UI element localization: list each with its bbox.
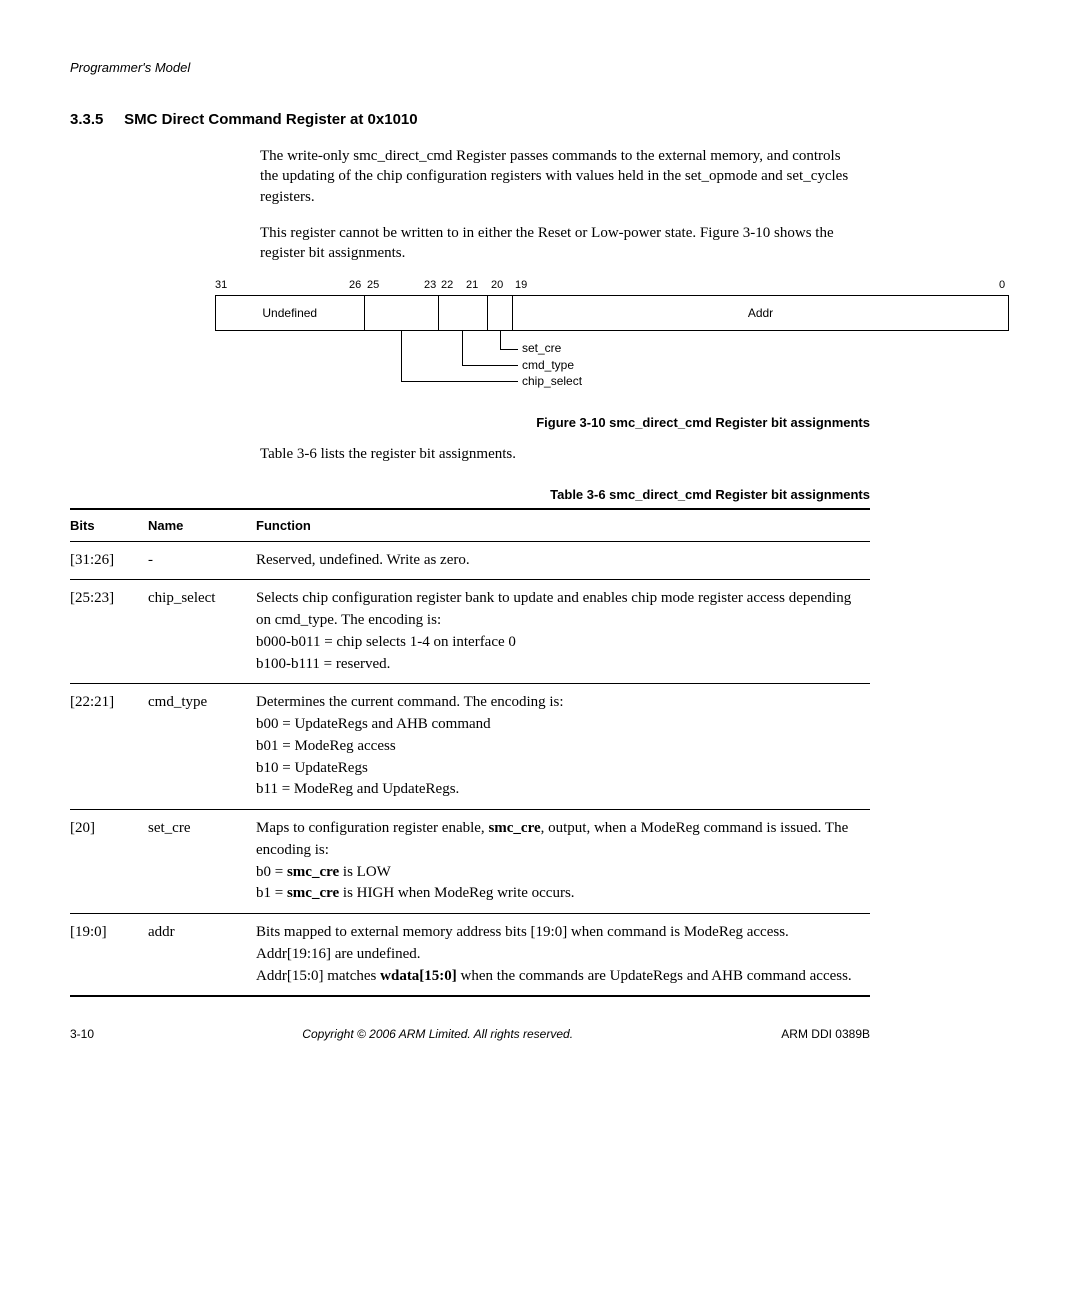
callout-set-cre: set_cre [522,341,561,355]
func-line: b00 = UpdateRegs and AHB command [256,716,491,732]
bitfield-cmd-type [439,296,489,330]
table-body: [31:26] - Reserved, undefined. Write as … [70,541,870,996]
func-line: b11 = ModeReg and UpdateRegs. [256,781,459,797]
func-line: Maps to configuration register enable, s… [256,820,848,858]
paragraph-1: The write-only smc_direct_cmd Register p… [260,146,860,207]
cell-function: Selects chip configuration register bank… [256,580,870,684]
cell-bits: [20] [70,810,148,914]
paragraph-3: Table 3-6 lists the register bit assignm… [260,444,860,464]
leader-line [500,331,501,349]
bit-label: 25 [367,279,379,291]
cell-bits: [19:0] [70,914,148,997]
section-number: 3.3.5 [70,111,120,128]
section-title: SMC Direct Command Register at 0x1010 [124,111,417,128]
bit-label: 22 [441,279,453,291]
leader-line [500,349,518,350]
table-row: [25:23] chip_select Selects chip configu… [70,580,870,684]
bit-label: 23 [424,279,436,291]
table-header-bits: Bits [70,509,148,542]
func-line: b000-b011 = chip selects 1-4 on interfac… [256,634,516,650]
table-caption: Table 3-6 smc_direct_cmd Register bit as… [70,487,870,502]
table-row: [22:21] cmd_type Determines the current … [70,684,870,810]
cell-name: - [148,541,256,580]
callout-chip-select: chip_select [522,374,582,388]
cell-function: Bits mapped to external memory address b… [256,914,870,997]
cell-name: set_cre [148,810,256,914]
running-header: Programmer's Model [70,60,870,75]
cell-function: Determines the current command. The enco… [256,684,870,810]
func-line: b100-b111 = reserved. [256,656,390,672]
cell-function: Maps to configuration register enable, s… [256,810,870,914]
cell-name: chip_select [148,580,256,684]
cell-bits: [25:23] [70,580,148,684]
func-line: Selects chip configuration register bank… [256,590,851,628]
cell-function: Reserved, undefined. Write as zero. [256,541,870,580]
bitfield-callouts: set_cre cmd_type chip_select [215,331,870,401]
func-line: Reserved, undefined. Write as zero. [256,552,470,568]
bit-label: 19 [515,279,527,291]
table-header-function: Function [256,509,870,542]
bitfield-chip-select [365,296,439,330]
bit-index-labels: 31 26 25 23 22 21 20 19 0 [215,279,870,295]
footer-page-number: 3-10 [70,1027,94,1041]
table-header-name: Name [148,509,256,542]
cell-name: addr [148,914,256,997]
footer-doc-id: ARM DDI 0389B [781,1027,870,1041]
func-line: b10 = UpdateRegs [256,760,368,776]
register-table: Bits Name Function [31:26] - Reserved, u… [70,508,870,998]
bitfield-addr: Addr [513,296,1008,330]
table-row: [20] set_cre Maps to configuration regis… [70,810,870,914]
bit-label: 20 [491,279,503,291]
table-row: [31:26] - Reserved, undefined. Write as … [70,541,870,580]
bitfield-set-cre [488,296,513,330]
table-row: [19:0] addr Bits mapped to external memo… [70,914,870,997]
leader-line [401,381,518,382]
func-line: b0 = smc_cre is LOW [256,864,391,880]
leader-line [401,331,402,381]
bitfield-row: Undefined Addr [215,295,1009,331]
leader-line [462,365,518,366]
page-footer: 3-10 Copyright © 2006 ARM Limited. All r… [70,1027,870,1041]
section-heading: 3.3.5 SMC Direct Command Register at 0x1… [70,111,870,128]
paragraph-2: This register cannot be written to in ei… [260,223,860,264]
bit-label: 31 [215,279,227,291]
func-line: Addr[15:0] matches wdata[15:0] when the … [256,968,852,984]
bit-label: 0 [999,279,1005,291]
cell-bits: [31:26] [70,541,148,580]
figure-caption: Figure 3-10 smc_direct_cmd Register bit … [70,415,870,430]
bit-label: 26 [349,279,361,291]
func-line: Addr[19:16] are undefined. [256,946,421,962]
cell-name: cmd_type [148,684,256,810]
footer-copyright: Copyright © 2006 ARM Limited. All rights… [302,1027,573,1041]
bitfield-undefined: Undefined [216,296,365,330]
leader-line [462,331,463,365]
bitfield-diagram: 31 26 25 23 22 21 20 19 0 Undefined Addr… [215,279,870,401]
func-line: Bits mapped to external memory address b… [256,924,789,940]
func-line: b01 = ModeReg access [256,738,396,754]
func-line: Determines the current command. The enco… [256,694,564,710]
bit-label: 21 [466,279,478,291]
callout-cmd-type: cmd_type [522,358,574,372]
func-line: b1 = smc_cre is HIGH when ModeReg write … [256,885,575,901]
cell-bits: [22:21] [70,684,148,810]
